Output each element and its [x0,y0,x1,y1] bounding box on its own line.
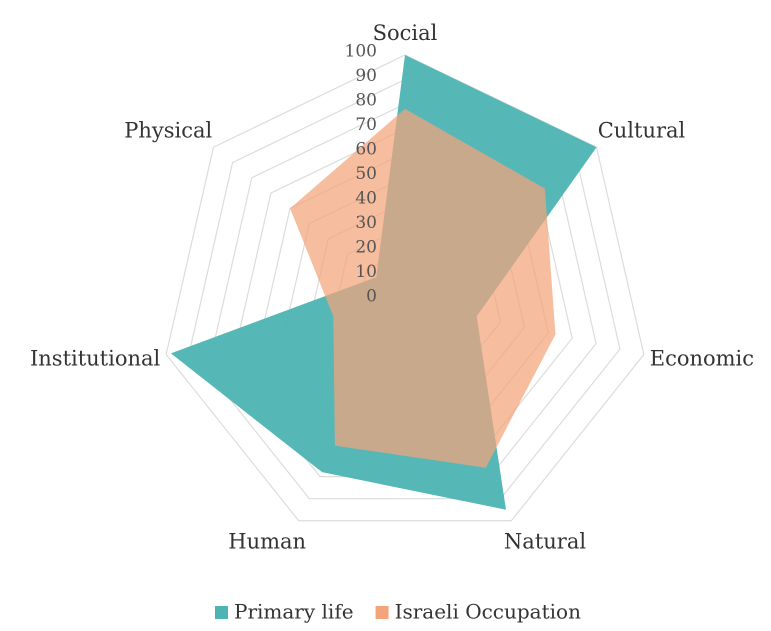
legend: Primary life Israeli Occupation [215,600,581,624]
category-label: Cultural [598,118,686,142]
r-tick-label: 50 [355,164,377,184]
category-label: Social [373,21,438,45]
r-tick-label: 0 [366,287,377,307]
r-tick-label: 90 [355,66,377,86]
category-label: Economic [650,346,754,370]
category-label: Institutional [30,346,161,370]
category-label: Physical [124,118,212,142]
grid-ring [165,54,645,522]
legend-swatch [375,606,389,619]
legend-swatch [215,606,228,619]
legend-label: Primary life [234,600,354,624]
grid-ring [189,78,621,500]
r-tick-label: 40 [355,189,377,209]
r-tick-label: 30 [355,213,377,233]
category-label: Human [228,529,306,553]
r-tick-label: 80 [355,91,377,111]
series-area [290,108,556,468]
r-tick-label: 60 [355,140,377,160]
r-tick-label: 20 [355,238,377,258]
r-tick-label: 10 [355,262,377,282]
category-label: Natural [504,529,586,553]
r-tick-label: 100 [345,42,377,62]
legend-label: Israeli Occupation [395,600,582,624]
r-tick-label: 70 [355,115,377,135]
